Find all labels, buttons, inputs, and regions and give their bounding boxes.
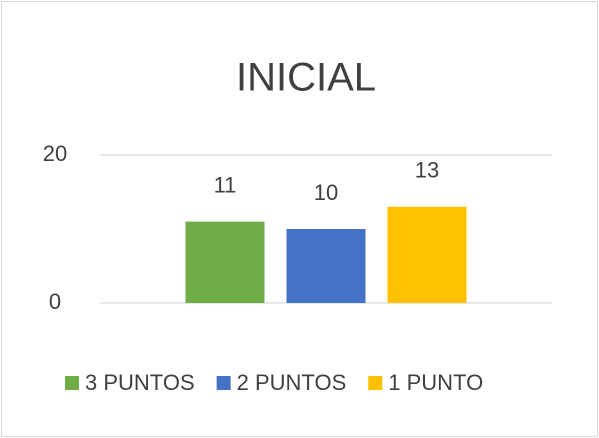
legend-swatch xyxy=(216,376,231,390)
y-tick-label: 0 xyxy=(49,289,61,314)
legend-label: 1 PUNTO xyxy=(388,370,483,395)
data-label: 10 xyxy=(314,180,338,205)
legend-label: 3 PUNTOS xyxy=(85,370,195,395)
legend-swatch xyxy=(65,376,79,390)
bar xyxy=(387,206,467,303)
bar xyxy=(185,221,265,303)
legend-label: 2 PUNTOS xyxy=(237,370,347,395)
bar xyxy=(286,229,366,303)
chart-title: INICIAL xyxy=(236,56,376,100)
legend-swatch xyxy=(368,376,383,390)
y-tick-label: 20 xyxy=(43,141,67,166)
data-label: 11 xyxy=(214,172,237,197)
data-label: 13 xyxy=(415,158,439,183)
